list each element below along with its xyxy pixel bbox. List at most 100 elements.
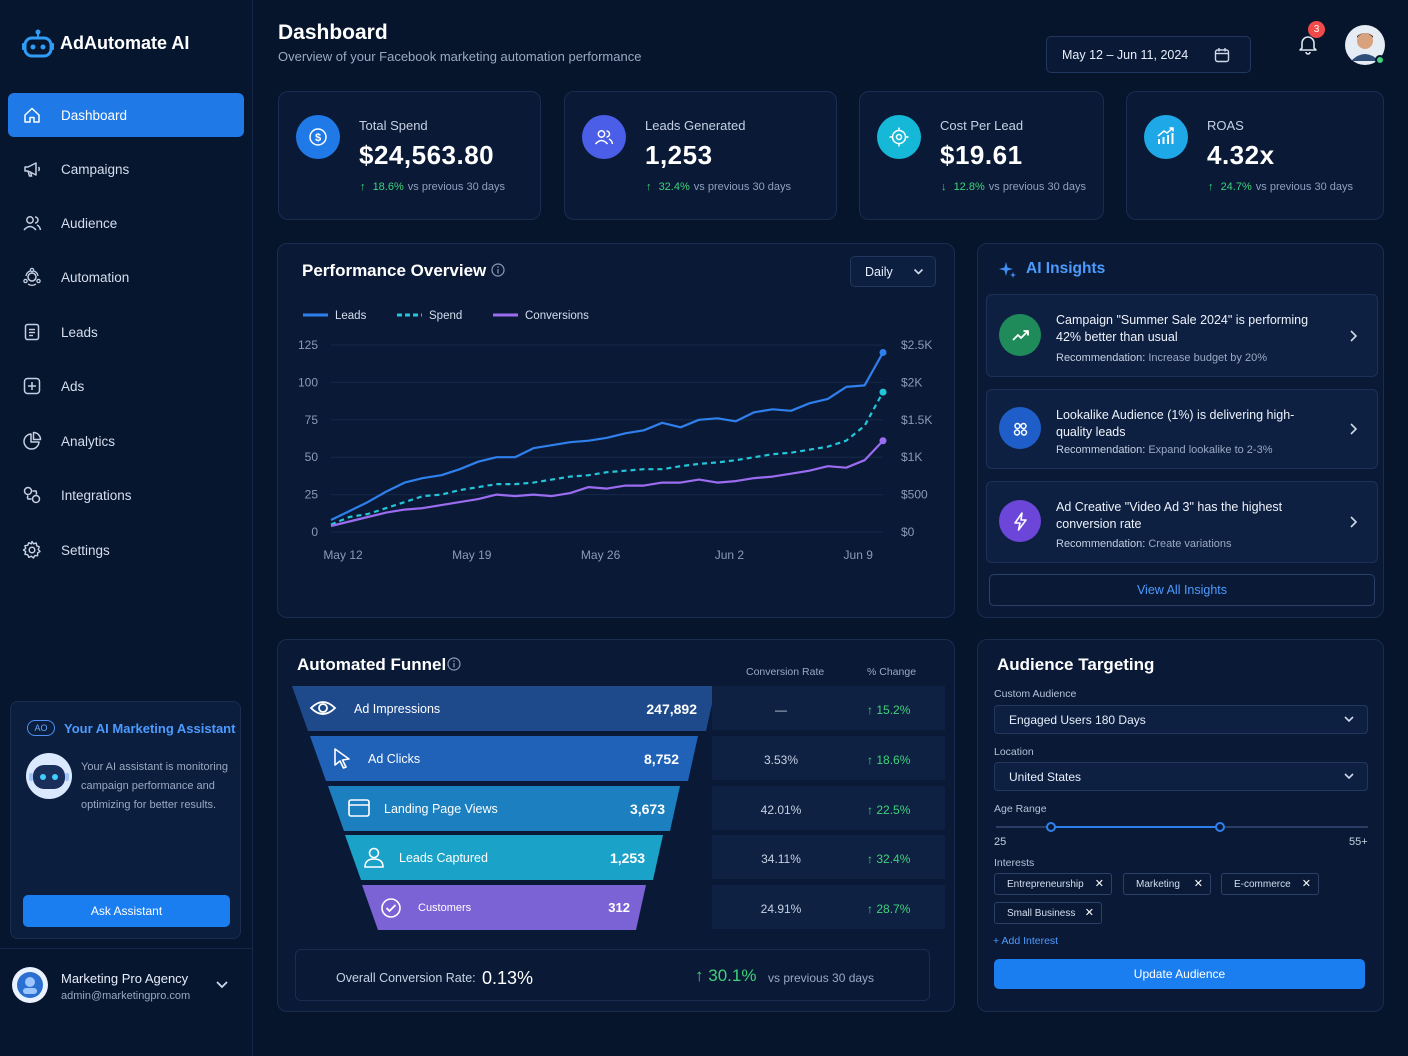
y-left-tick-label: 25 — [305, 488, 319, 502]
user-avatar[interactable] — [1345, 25, 1385, 65]
y-right-tick-label: $2K — [901, 375, 922, 389]
chevron-right-icon — [1350, 330, 1358, 342]
avatar-photo — [1345, 25, 1385, 65]
funnel-conversion-rate: 34.11% — [761, 852, 801, 866]
sidebar-item-settings[interactable]: Settings — [8, 528, 244, 572]
page-subtitle: Overview of your Facebook marketing auto… — [278, 49, 642, 64]
chevron-down-icon[interactable] — [215, 980, 229, 990]
interest-chip: Entrepreneurship ✕ — [994, 873, 1112, 895]
arrow-up-icon: ↑ — [695, 966, 704, 985]
y-left-tick-label: 75 — [305, 413, 319, 427]
age-min-label: 25 — [994, 836, 1007, 848]
audience-targeting-card: Audience Targeting — [977, 639, 1384, 1012]
page-title: Dashboard — [278, 21, 388, 44]
insight-item[interactable]: Campaign "Summer Sale 2024" is performin… — [986, 294, 1378, 377]
interest-chip: Marketing ✕ — [1123, 873, 1211, 895]
close-icon[interactable]: ✕ — [1301, 878, 1311, 890]
granularity-value: Daily — [865, 265, 893, 279]
chevron-right-icon — [1350, 516, 1358, 528]
add-interest-link[interactable]: + Add Interest — [993, 935, 1059, 947]
browser-icon — [346, 796, 374, 822]
stat-value: 4.32x — [1207, 140, 1275, 170]
sidebar-item-label: Ads — [61, 378, 85, 394]
recommendation-label: Recommendation: — [1056, 538, 1146, 550]
notification-count-badge: 3 — [1308, 21, 1325, 38]
sidebar-item-label: Integrations — [61, 487, 132, 503]
granularity-select[interactable]: Daily — [850, 256, 936, 287]
series-endpoint — [879, 437, 887, 445]
location-select[interactable]: United States — [994, 762, 1368, 791]
arrow-up-icon: ↑ — [867, 703, 877, 717]
overall-change: ↑ 30.1% — [695, 966, 756, 986]
plus-square-icon — [23, 377, 41, 395]
stat-change: ↑ 32.4% vs previous 30 days — [646, 181, 791, 193]
sidebar-item-label: Campaigns — [61, 161, 130, 177]
robot-logo-icon — [22, 29, 54, 58]
interest-label: Entrepreneurship — [1007, 878, 1084, 890]
view-all-insights-button[interactable]: View All Insights — [989, 574, 1375, 606]
funnel-stage-label: Ad Clicks — [368, 752, 421, 766]
sidebar-item-integrations[interactable]: Integrations — [8, 473, 244, 517]
y-left-tick-label: 125 — [298, 338, 318, 352]
close-icon[interactable]: ✕ — [1193, 878, 1203, 890]
stat-label: ROAS — [1207, 118, 1244, 133]
age-range-slider[interactable] — [996, 821, 1368, 833]
y-left-tick-label: 50 — [305, 450, 319, 464]
recommendation-label: Recommendation: — [1056, 444, 1146, 456]
sidebar-item-campaigns[interactable]: Campaigns — [8, 147, 244, 191]
date-range-picker[interactable]: May 12 – Jun 11, 2024 — [1046, 36, 1251, 73]
dollar-icon: $ — [296, 115, 340, 159]
date-range-text: May 12 – Jun 11, 2024 — [1062, 48, 1189, 62]
stat-card-total-spend: $ Total Spend $24,563.80 ↑ 18.6% vs previous… — [278, 91, 541, 220]
account-email: admin@marketingpro.com — [61, 990, 191, 1002]
arrow-up-icon: ↑ — [867, 902, 877, 916]
sidebar-item-audience[interactable]: Audience — [8, 201, 244, 245]
trend-up-icon — [999, 314, 1041, 356]
funnel-conversion-rate: 3.53% — [763, 753, 799, 767]
chevron-right-icon — [1350, 423, 1358, 435]
overall-value: 0.13% — [482, 968, 534, 988]
stat-change-value: 18.6% — [372, 181, 404, 193]
info-icon[interactable] — [447, 657, 461, 671]
sidebar-item-ads[interactable]: Ads — [8, 364, 244, 408]
notifications-button[interactable]: 3 — [1296, 21, 1325, 58]
integrations-icon — [23, 486, 41, 504]
update-audience-button[interactable]: Update Audience — [994, 959, 1365, 989]
close-icon[interactable]: ✕ — [1084, 907, 1094, 919]
sidebar: AdAutomate AI Dashboard Campaigns Audience… — [0, 0, 253, 1056]
insight-item[interactable]: Ad Creative "Video Ad 3" has the highest… — [986, 481, 1378, 563]
arrow-up-icon: ↑ — [867, 753, 877, 767]
funnel-stage-value: 8,752 — [643, 751, 679, 767]
ai-badge: AO — [27, 720, 55, 736]
sidebar-item-leads[interactable]: Leads — [8, 310, 244, 354]
ask-assistant-button[interactable]: Ask Assistant — [23, 895, 230, 927]
insight-item[interactable]: Lookalike Audience (1%) is delivering hi… — [986, 389, 1378, 469]
performance-line-chart: 0 $0 25 $500 50 $1K 75 $1.5K 100 $2K 125 $2.5K May 1… — [298, 310, 932, 562]
stat-card-cost-per-lead: Cost Per Lead $19.61 ↓ 12.8% vs previous 30… — [859, 91, 1104, 220]
col-conversion-rate: Conversion Rate — [746, 666, 825, 678]
assistant-title: Your AI Marketing Assistant — [64, 721, 236, 736]
chevron-down-icon — [913, 268, 924, 275]
funnel-change-value: 18.6% — [876, 753, 911, 767]
custom-audience-select[interactable]: Engaged Users 180 Days — [994, 705, 1368, 734]
slider-handle-max[interactable] — [1215, 822, 1226, 832]
sidebar-item-dashboard[interactable]: Dashboard — [8, 93, 244, 137]
funnel-row-bg — [712, 786, 945, 830]
funnel-stage-value: 312 — [608, 900, 630, 915]
sidebar-item-label: Leads — [61, 324, 98, 340]
arrow-down-icon: ↓ — [941, 181, 950, 193]
info-icon[interactable] — [491, 263, 505, 277]
sidebar-item-automation[interactable]: Automation — [8, 255, 244, 299]
funnel-change: ↑ 18.6% — [867, 753, 910, 767]
account-switcher[interactable]: Marketing Pro Agency admin@marketingpro.… — [0, 955, 253, 1015]
close-icon[interactable]: ✕ — [1094, 878, 1104, 890]
arrow-up-icon: ↑ — [360, 181, 369, 193]
stat-value: $24,563.80 — [359, 140, 495, 170]
funnel-change: ↑ 22.5% — [867, 803, 910, 817]
users-icon — [582, 115, 626, 159]
insights-title: AI Insights — [1026, 260, 1106, 277]
sidebar-item-analytics[interactable]: Analytics — [8, 419, 244, 463]
funnel-change-value: 28.7% — [876, 902, 911, 916]
slider-handle-min[interactable] — [1046, 822, 1056, 832]
arrow-up-icon: ↑ — [867, 803, 877, 817]
